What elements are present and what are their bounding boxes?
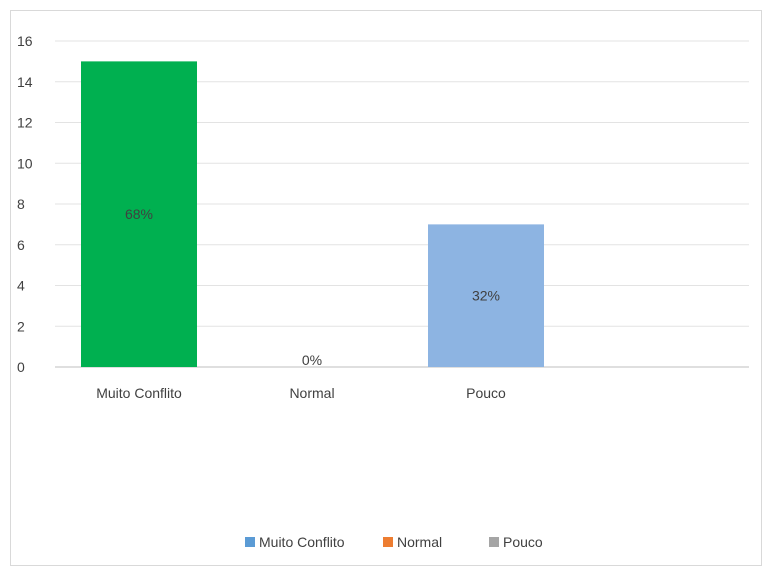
bar-muito-conflito (81, 61, 197, 367)
data-label: 0% (302, 352, 322, 368)
legend-swatch (245, 537, 255, 547)
legend-label: Pouco (503, 534, 543, 550)
data-label: 32% (472, 288, 500, 304)
legend-label: Muito Conflito (259, 534, 345, 550)
y-tick-label: 6 (17, 237, 25, 253)
legend-swatch (489, 537, 499, 547)
data-label: 68% (125, 206, 153, 222)
y-tick-label: 8 (17, 196, 25, 212)
chart-frame: 0 2 4 6 8 10 12 14 16 68% 0% 32% Muito Conflito Nor… (10, 10, 762, 566)
category-label: Normal (289, 385, 334, 401)
category-label: Muito Conflito (96, 385, 182, 401)
bars (81, 61, 544, 367)
category-label: Pouco (466, 385, 506, 401)
y-tick-label: 2 (17, 318, 25, 334)
bar-chart: 0 2 4 6 8 10 12 14 16 68% 0% 32% Muito Conflito Nor… (17, 33, 749, 550)
y-tick-label: 0 (17, 359, 25, 375)
legend: Muito Conflito Normal Pouco (245, 534, 543, 550)
y-axis: 0 2 4 6 8 10 12 14 16 (17, 33, 33, 375)
y-tick-label: 4 (17, 278, 25, 294)
y-tick-label: 16 (17, 33, 33, 49)
x-axis: Muito Conflito Normal Pouco (96, 385, 506, 401)
y-tick-label: 14 (17, 74, 33, 90)
y-tick-label: 10 (17, 155, 33, 171)
legend-swatch (383, 537, 393, 547)
data-labels: 68% 0% 32% (125, 206, 500, 368)
y-tick-label: 12 (17, 115, 33, 131)
bar-pouco (428, 224, 544, 367)
legend-label: Normal (397, 534, 442, 550)
